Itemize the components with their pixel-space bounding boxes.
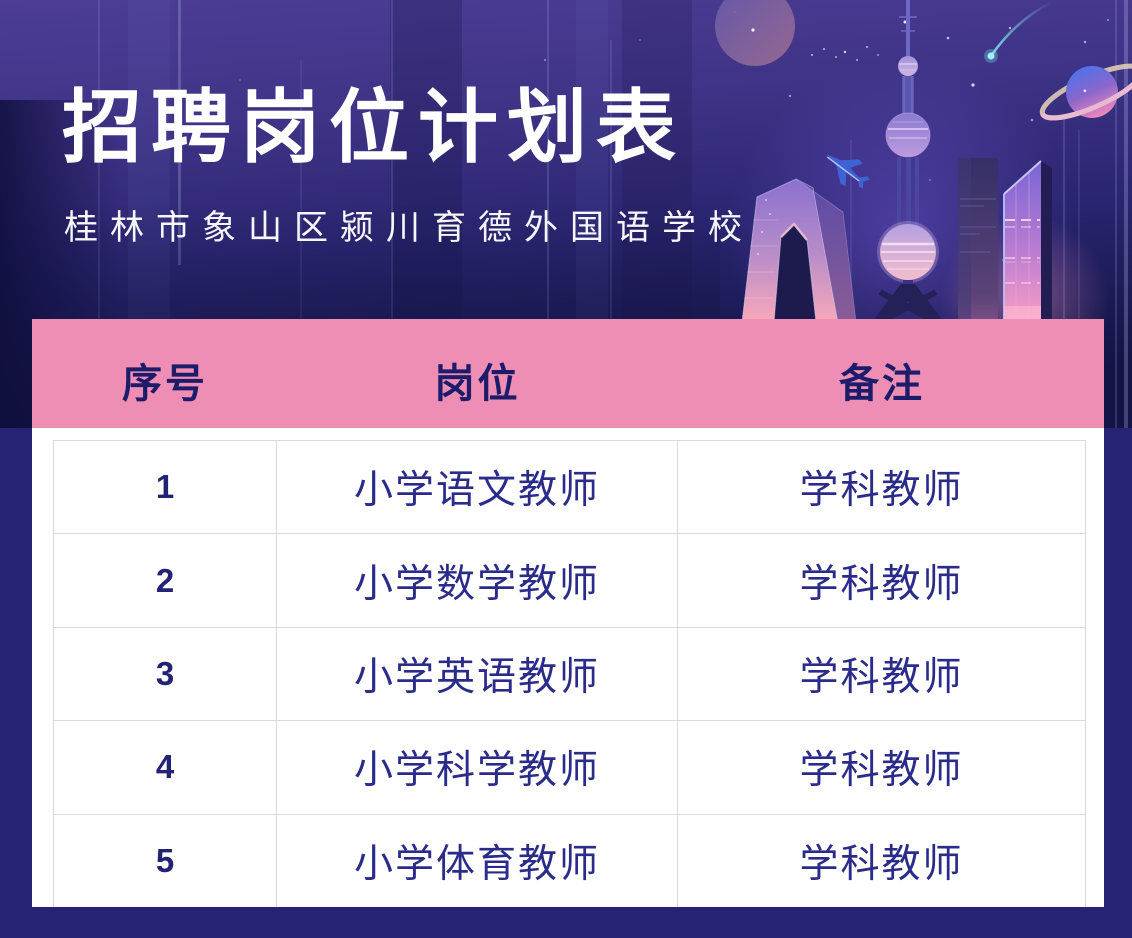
row-note: 学科教师 <box>799 749 964 793</box>
page-subtitle: 桂林市象山区颍川育德外国语学校 <box>64 209 754 247</box>
page-title: 招聘岗位计划表 <box>62 83 685 172</box>
row-number: 5 <box>54 814 277 907</box>
column-header-position: 岗位 <box>434 361 521 406</box>
skyscraper-icon <box>958 158 998 322</box>
table-header-band: 序号 岗位 备注 <box>32 319 1104 428</box>
table-row: 3 小学英语教师 学科教师 <box>54 627 1085 722</box>
table-row: 1 小学语文教师 学科教师 <box>54 441 1085 535</box>
positions-table-card: 1 小学语文教师 学科教师 2 小学数学教师 学科教师 3 小学英语教师 学科教… <box>32 428 1104 907</box>
row-position: 小学数学教师 <box>277 534 678 627</box>
row-number: 4 <box>54 721 277 814</box>
row-note: 学科教师 <box>799 655 964 699</box>
row-position: 小学科学教师 <box>277 721 678 814</box>
row-note: 学科教师 <box>799 469 964 513</box>
cctv-building-icon <box>741 178 857 323</box>
row-note: 学科教师 <box>799 842 964 886</box>
row-position: 小学体育教师 <box>277 814 678 907</box>
oriental-pearl-tower-icon <box>872 0 944 325</box>
table-row: 2 小学数学教师 学科教师 <box>54 534 1085 628</box>
column-header-note: 备注 <box>839 361 925 406</box>
saturn-icon <box>1039 63 1132 121</box>
planet-icon <box>715 0 795 66</box>
row-number: 2 <box>54 534 277 627</box>
comet-icon <box>984 0 1054 63</box>
glass-tower-icon <box>1003 160 1052 322</box>
row-number: 1 <box>54 441 277 534</box>
row-number: 3 <box>54 627 277 721</box>
row-position: 小学英语教师 <box>277 627 678 721</box>
table-row: 5 小学体育教师 学科教师 <box>54 814 1085 907</box>
airplane-icon <box>826 154 870 189</box>
positions-table: 1 小学语文教师 学科教师 2 小学数学教师 学科教师 3 小学英语教师 学科教… <box>53 440 1086 907</box>
column-header-no: 序号 <box>122 361 208 406</box>
table-row: 4 小学科学教师 学科教师 <box>54 721 1085 815</box>
row-position: 小学语文教师 <box>277 441 678 534</box>
row-note: 学科教师 <box>799 562 964 606</box>
